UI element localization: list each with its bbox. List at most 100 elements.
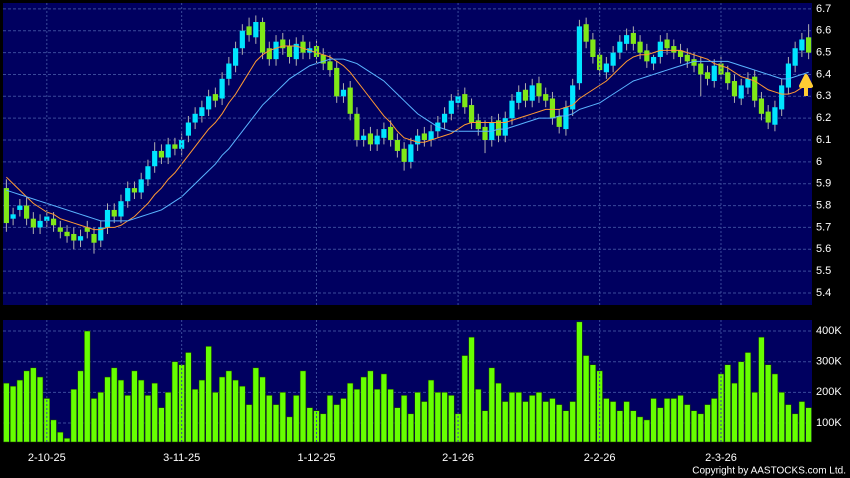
candle-body [239, 30, 245, 49]
candle-body [232, 48, 239, 66]
candle-body [677, 50, 684, 57]
volume-bar [448, 395, 455, 443]
y-tick-label: 6.4 [816, 68, 831, 80]
candle-body [772, 107, 778, 125]
volume-bar [387, 389, 394, 443]
volume-bar [663, 398, 671, 443]
y-tick-label: 100K [816, 417, 842, 429]
candle-body [684, 54, 690, 62]
candle-body [543, 94, 549, 101]
candle-body [617, 41, 623, 53]
candle-body [563, 107, 569, 130]
volume-bar [57, 431, 64, 443]
volume-bar [603, 398, 610, 443]
candle-body [300, 41, 306, 53]
candle-body [650, 56, 657, 64]
volume-bar [353, 389, 361, 443]
candle-body [583, 24, 589, 42]
y-tick-label: 6.1 [816, 134, 831, 146]
volume-bar [3, 382, 10, 443]
y-tick-label: 5.9 [816, 178, 831, 190]
y-tick-label: 6.2 [816, 112, 831, 124]
volume-bar [293, 395, 300, 443]
volume-bar [401, 395, 408, 443]
volume-bar [758, 336, 765, 443]
volume-bar [475, 389, 482, 443]
candle-body [172, 144, 178, 149]
x-tick-label: 2-1-26 [442, 452, 474, 464]
volume-bar [434, 392, 441, 443]
volume-bar [104, 376, 111, 443]
volume-bar [77, 370, 84, 443]
volume-bar [515, 392, 522, 443]
moving-average-line [6, 45, 809, 231]
volume-bar [556, 404, 563, 443]
candle-body [462, 94, 468, 108]
candle-body [630, 32, 636, 44]
candle-body [77, 236, 84, 241]
volume-bar [798, 401, 806, 443]
candle-body [91, 233, 97, 243]
candle-body [212, 94, 218, 101]
volume-bar [192, 389, 199, 443]
volume-bar [117, 379, 125, 443]
candle-body [522, 89, 529, 101]
volume-bar [623, 401, 630, 443]
volume-bar [731, 382, 738, 443]
volume-bar [171, 361, 179, 443]
volume-bar [70, 389, 77, 443]
candle-body [725, 72, 731, 84]
volume-bar [138, 379, 145, 443]
volume-bar [90, 398, 98, 443]
y-tick-label: 5.4 [816, 287, 831, 299]
candle-body [529, 85, 535, 101]
candle-body [50, 218, 57, 226]
volume-bar [569, 401, 576, 443]
candle-body [158, 150, 165, 158]
candle-body [64, 231, 70, 237]
candle-body [293, 43, 299, 60]
volume-bar [259, 376, 266, 443]
volume-bar [670, 398, 677, 443]
candle-body [354, 113, 360, 141]
candle-body [57, 227, 63, 232]
candle-body [745, 78, 751, 88]
candle-body [37, 220, 43, 228]
volume-bar [272, 404, 280, 443]
candle-body [125, 188, 131, 202]
x-tick-label: 2-10-25 [28, 452, 66, 464]
volume-bar [704, 404, 711, 443]
candle-body [340, 89, 347, 97]
volume-bar [9, 385, 17, 443]
volume-bar [333, 404, 340, 443]
volume-bar [232, 379, 239, 443]
candle-body [367, 133, 374, 145]
volume-bar [360, 376, 367, 443]
volume-bar [583, 355, 590, 443]
y-tick-label: 6.5 [816, 47, 831, 59]
x-tick-label: 3-11-25 [163, 452, 200, 464]
candle-body [30, 218, 36, 228]
y-tick-label: 6.3 [816, 90, 831, 102]
candle-body [509, 100, 515, 119]
candle-body [327, 61, 333, 71]
candle-body [226, 63, 232, 79]
candle-body [624, 35, 630, 44]
volume-bar [151, 382, 158, 443]
volume-bar [299, 370, 307, 443]
volume-bar [306, 407, 313, 443]
volume-bar [347, 382, 354, 443]
candle-body [185, 122, 191, 136]
volume-bar [738, 361, 745, 443]
candle-body [570, 85, 576, 110]
volume-bar [508, 392, 516, 443]
candle-body [657, 41, 663, 57]
candle-body [374, 135, 380, 145]
volume-bar [407, 413, 414, 443]
volume-bar [643, 419, 650, 443]
volume-bar [16, 379, 23, 443]
volume-bar [427, 379, 435, 443]
candle-body [131, 188, 138, 193]
